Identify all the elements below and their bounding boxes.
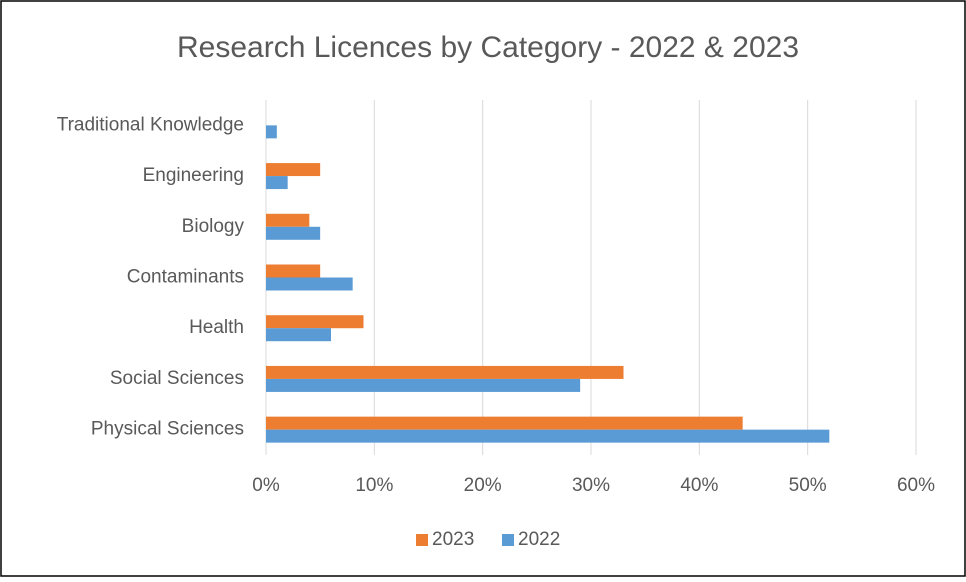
bar bbox=[266, 125, 277, 139]
x-tick-label: 40% bbox=[680, 475, 718, 496]
bar bbox=[266, 315, 364, 329]
x-tick-label: 20% bbox=[464, 475, 502, 496]
x-tick-label: 10% bbox=[355, 475, 393, 496]
y-tick-label: Health bbox=[189, 317, 244, 338]
y-tick-label: Biology bbox=[182, 216, 245, 237]
bar bbox=[266, 277, 353, 291]
x-tick-label: 0% bbox=[252, 475, 280, 496]
bar bbox=[266, 163, 321, 177]
y-tick-label: Physical Sciences bbox=[91, 419, 244, 440]
legend-swatch bbox=[416, 534, 428, 546]
bar bbox=[266, 416, 743, 430]
x-tick-label: 30% bbox=[572, 475, 610, 496]
y-tick-label: Engineering bbox=[143, 165, 244, 186]
bar bbox=[266, 429, 830, 443]
x-tick-label: 50% bbox=[789, 475, 827, 496]
y-tick-label: Contaminants bbox=[127, 267, 244, 288]
bar bbox=[266, 328, 331, 342]
bar bbox=[266, 378, 581, 392]
x-tick-label: 60% bbox=[897, 475, 935, 496]
y-tick-label: Social Sciences bbox=[110, 368, 244, 389]
legend-label: 2023 bbox=[432, 529, 474, 550]
bar bbox=[266, 365, 624, 379]
legend-label: 2022 bbox=[518, 529, 560, 550]
bar bbox=[266, 176, 288, 190]
bar bbox=[266, 264, 321, 278]
y-tick-label: Traditional Knowledge bbox=[57, 114, 244, 135]
bar bbox=[266, 226, 321, 240]
bar bbox=[266, 213, 310, 227]
chart-title: Research Licences by Category - 2022 & 2… bbox=[177, 31, 799, 64]
legend-swatch bbox=[502, 534, 514, 546]
